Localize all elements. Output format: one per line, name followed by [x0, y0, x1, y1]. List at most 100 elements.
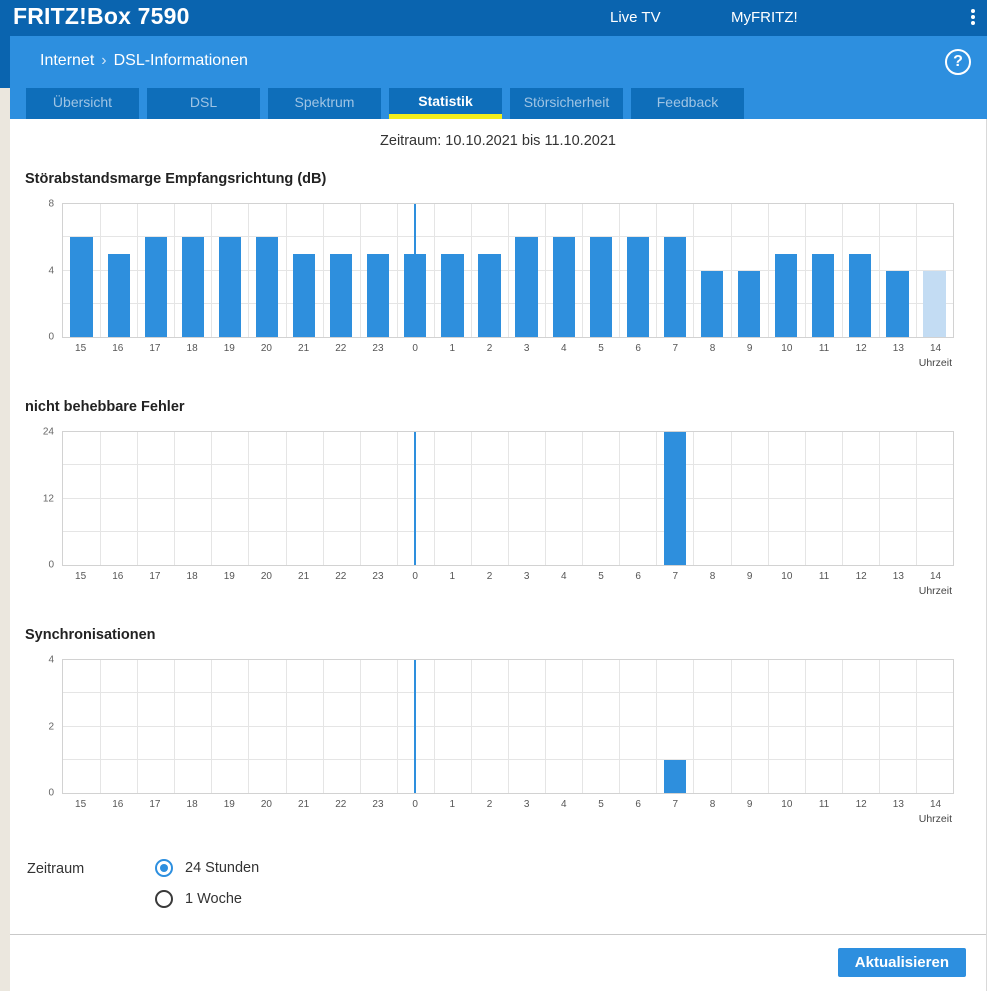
- x-axis-tick: 12: [855, 571, 867, 582]
- bar-hour-13: [886, 270, 909, 337]
- x-axis-tick: 5: [598, 799, 604, 810]
- x-axis-tick: 10: [781, 799, 793, 810]
- gridline-horizontal: [63, 725, 953, 727]
- x-axis-tick: 10: [781, 343, 793, 354]
- gridline-vertical: [100, 204, 102, 337]
- radio-option-1-woche[interactable]: 1 Woche: [155, 890, 259, 908]
- x-axis-tick: 15: [75, 343, 87, 354]
- x-axis-tick: 4: [561, 343, 567, 354]
- radio-icon-1-woche[interactable]: [155, 890, 173, 908]
- bar-hour-10: [775, 253, 798, 337]
- gridline-vertical: [396, 204, 398, 337]
- tab-dsl[interactable]: DSL: [147, 88, 260, 119]
- x-axis-tick: 20: [260, 799, 272, 810]
- gridline-vertical: [359, 660, 361, 793]
- gridline-vertical: [359, 432, 361, 565]
- kebab-menu-icon[interactable]: [966, 7, 980, 31]
- gridline-horizontal: [63, 530, 953, 532]
- gridline-vertical: [841, 204, 843, 337]
- x-axis-unit-label: Uhrzeit: [918, 585, 952, 597]
- x-axis-tick: 22: [335, 571, 347, 582]
- help-icon[interactable]: ?: [945, 49, 971, 75]
- gridline-vertical: [582, 432, 584, 565]
- x-axis-tick: 1: [449, 343, 456, 354]
- x-axis-tick: 3: [523, 343, 530, 354]
- gridline-horizontal: [63, 692, 953, 694]
- x-axis-tick: 19: [223, 343, 235, 354]
- app-title: FRITZ!Box 7590: [13, 3, 190, 29]
- gridline-vertical: [433, 432, 435, 565]
- gridline-vertical: [878, 660, 880, 793]
- nav-live-tv[interactable]: Live TV: [610, 9, 661, 26]
- tab-uebersicht[interactable]: Übersicht: [26, 88, 139, 119]
- tab-spektrum[interactable]: Spektrum: [268, 88, 381, 119]
- bar-hour-22: [330, 253, 353, 337]
- x-axis-tick: 1: [449, 571, 456, 582]
- gridline-vertical: [730, 432, 732, 565]
- bar-hour-5: [589, 237, 612, 337]
- y-axis-tick: 12: [42, 493, 54, 504]
- x-axis-tick: 4: [561, 571, 567, 582]
- x-axis-tick: 11: [818, 571, 830, 582]
- gridline-vertical: [915, 660, 917, 793]
- x-axis-tick: 14: [929, 571, 942, 582]
- chart-uncorrectable-errors: nicht behebbare Fehler 0 12 24 15 16 17 18 19 2…: [10, 399, 986, 597]
- bar-hour-2: [478, 253, 501, 337]
- tab-feedback[interactable]: Feedback: [631, 88, 744, 119]
- gridline-vertical: [433, 204, 435, 337]
- x-axis-tick: 10: [781, 571, 793, 582]
- gridline-vertical: [656, 660, 658, 793]
- bar-hour-6: [626, 237, 649, 337]
- app-header: FRITZ!Box 7590 Live TV MyFRITZ!: [0, 0, 987, 36]
- bar-hour-3: [515, 237, 538, 337]
- x-axis-tick: 9: [746, 571, 753, 582]
- gridline-vertical: [137, 204, 139, 337]
- bar-hour-19: [218, 237, 241, 337]
- y-axis-tick: 8: [48, 198, 54, 210]
- gridline-vertical: [322, 660, 324, 793]
- gridline-vertical: [841, 660, 843, 793]
- x-axis-tick: 17: [149, 799, 161, 810]
- refresh-button[interactable]: Aktualisieren: [837, 948, 966, 977]
- x-axis-unit-label: Uhrzeit: [918, 357, 952, 369]
- divider: [10, 934, 986, 935]
- gridline-vertical: [470, 204, 472, 337]
- x-axis-tick: 7: [672, 571, 679, 582]
- breadcrumb: Internet › DSL-Informationen: [40, 52, 248, 70]
- x-axis-tick: 16: [112, 343, 124, 354]
- chart-title: nicht behebbare Fehler: [25, 399, 185, 415]
- radio-icon-24-stunden[interactable]: [155, 859, 173, 877]
- gridline-vertical: [878, 204, 880, 337]
- x-axis-tick: 7: [672, 799, 679, 810]
- x-axis-tick: 5: [598, 571, 604, 582]
- gridline-vertical: [915, 432, 917, 565]
- x-axis-labels: 15 16 17 18 19 20 21 22 23 0 1 2 3 4 5 6 7 8 9 10 11 12 13 14: [62, 566, 954, 582]
- bar-hour-7: [663, 759, 686, 793]
- bar-hour-17: [144, 237, 167, 337]
- gridline-vertical: [396, 660, 398, 793]
- breadcrumb-page: DSL-Informationen: [113, 52, 248, 69]
- gridline-vertical: [470, 660, 472, 793]
- gridline-horizontal: [63, 464, 953, 466]
- y-axis-tick: 2: [48, 721, 54, 732]
- gridline-vertical: [508, 660, 509, 793]
- x-axis-tick: 13: [892, 571, 904, 582]
- x-axis-tick: 0: [412, 571, 418, 582]
- main-card: Internet › DSL-Informationen ? Übersicht D…: [10, 36, 987, 991]
- nav-myfritz[interactable]: MyFRITZ!: [731, 9, 798, 26]
- bar-hour-20: [255, 237, 279, 337]
- y-axis-tick: 0: [48, 787, 54, 799]
- radio-option-24-stunden[interactable]: 24 Stunden: [155, 859, 259, 877]
- gridline-vertical: [582, 660, 584, 793]
- x-axis-tick: 6: [635, 799, 641, 810]
- period-text: Zeitraum: 10.10.2021 bis 11.10.2021: [380, 133, 616, 149]
- gridline-horizontal: [63, 497, 953, 499]
- breadcrumb-section[interactable]: Internet: [40, 52, 95, 69]
- x-axis-tick: 20: [260, 343, 272, 354]
- tab-statistik[interactable]: Statistik: [389, 88, 502, 119]
- tab-stoersicherheit[interactable]: Störsicherheit: [510, 88, 623, 119]
- bar-hour-14: [923, 270, 946, 337]
- x-axis-tick: 18: [186, 571, 198, 582]
- gridline-vertical: [804, 432, 806, 565]
- x-axis-tick: 3: [523, 571, 530, 582]
